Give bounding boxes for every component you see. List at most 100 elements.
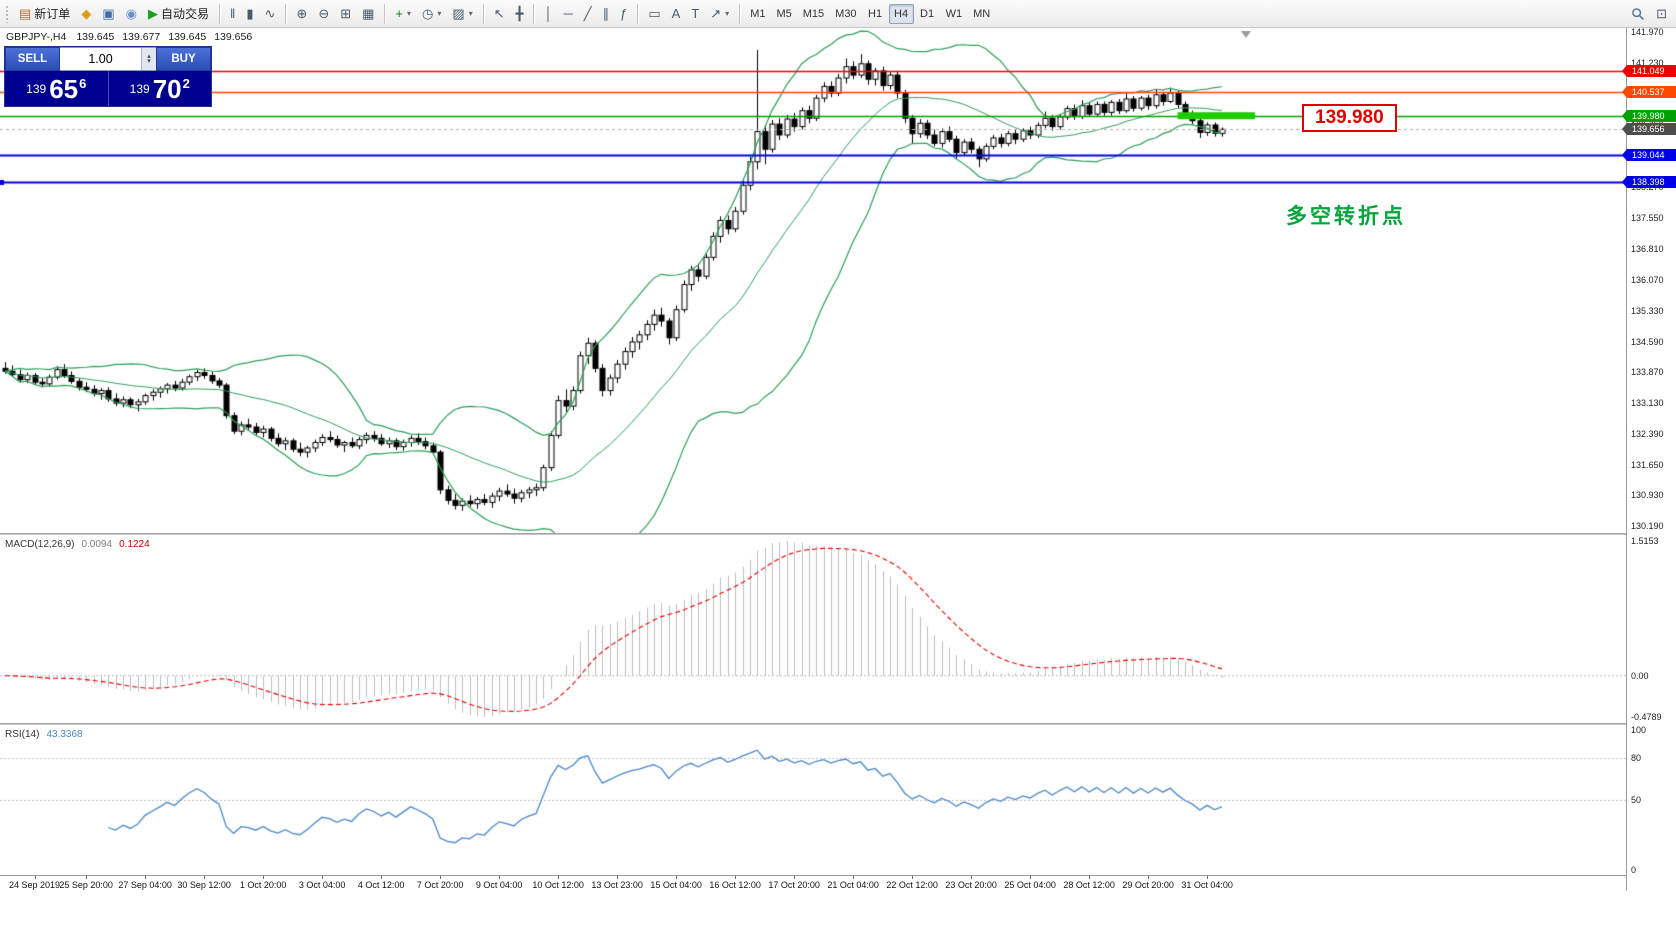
- price-axis-label: 136.070: [1631, 274, 1664, 285]
- new-order-button[interactable]: ▤ 新订单: [14, 3, 75, 25]
- time-axis-tick: [499, 876, 501, 879]
- zoom-out-icon[interactable]: ⊖: [313, 3, 334, 25]
- price-tag-141.049: 141.049: [1622, 64, 1676, 77]
- macd-canvas[interactable]: [0, 535, 1626, 723]
- price-tag-140.537: 140.537: [1622, 86, 1676, 99]
- ohlc-high: 139.677: [122, 31, 161, 43]
- buy-price-sup: 2: [182, 75, 190, 91]
- periods-button[interactable]: ◷ ▾: [417, 3, 446, 25]
- timeframe-m15[interactable]: M15: [798, 4, 829, 24]
- lot-size-value[interactable]: 1.00: [88, 52, 113, 66]
- indicators-button[interactable]: + ▾: [390, 3, 416, 25]
- vertical-line-icon[interactable]: │: [539, 3, 557, 25]
- time-axis-label: 13 Oct 23:00: [591, 880, 643, 890]
- time-axis-tick: [322, 876, 324, 879]
- timeframe-m30[interactable]: M30: [830, 4, 861, 24]
- price-axis-label: 131.650: [1631, 459, 1664, 470]
- toolbar-separator: [482, 3, 484, 24]
- time-axis-label: 22 Oct 12:00: [886, 880, 938, 890]
- tile-windows-icon[interactable]: ⊞: [335, 3, 356, 25]
- arrows-icon[interactable]: ↗ ▾: [705, 3, 734, 25]
- lot-size-field[interactable]: 1.00 ▴ ▾: [60, 47, 156, 71]
- trendline-icon[interactable]: ╱: [579, 3, 597, 25]
- ohlc-close: 139.656: [214, 31, 253, 43]
- buy-price-big: 70: [152, 73, 182, 104]
- channel-icon[interactable]: ∥: [598, 3, 615, 25]
- timeframe-m1[interactable]: M1: [745, 4, 770, 24]
- price-axis-label: 141.970: [1631, 27, 1664, 38]
- time-axis-tick: [145, 876, 147, 879]
- navigator-icon[interactable]: ◉: [121, 3, 142, 25]
- time-axis-tick: [381, 876, 383, 879]
- rsi-label: RSI(14): [5, 729, 40, 740]
- sell-price[interactable]: 139 65 6: [5, 71, 108, 106]
- time-axis-tick: [853, 876, 855, 879]
- time-axis-tick: [1089, 876, 1091, 879]
- time-axis-label: 29 Oct 20:00: [1122, 880, 1174, 890]
- search-icon[interactable]: [1626, 3, 1650, 25]
- rsi-canvas[interactable]: [0, 725, 1626, 875]
- data-window-icon[interactable]: ▣: [97, 3, 119, 25]
- text-icon[interactable]: A: [667, 3, 686, 25]
- sell-button[interactable]: SELL: [5, 47, 60, 71]
- rsi-axis-label: 50: [1631, 795, 1642, 805]
- lot-decrease-icon[interactable]: ▾: [147, 58, 151, 65]
- price-axis[interactable]: 1.5153 0.00 -0.4789 141.970141.230140.49…: [1622, 27, 1676, 891]
- candlestick-chart-icon[interactable]: ▮: [241, 3, 258, 25]
- buy-button[interactable]: BUY: [156, 47, 211, 71]
- rsi-axis-label: 0: [1631, 865, 1637, 875]
- lot-increase-icon[interactable]: ▴: [147, 53, 151, 60]
- rsi-panel-separator[interactable]: [0, 723, 1676, 725]
- cursor-icon[interactable]: ↖: [489, 3, 510, 25]
- time-axis-tick: [440, 876, 442, 879]
- time-axis-label: 21 Oct 04:00: [827, 880, 879, 890]
- rsi-header: RSI(14) 43.3368: [5, 729, 83, 740]
- new-window-icon[interactable]: ⊡: [1651, 3, 1672, 25]
- time-axis-tick: [1207, 876, 1209, 879]
- price-tag-138.398: 138.398: [1622, 176, 1676, 188]
- shapes-icon[interactable]: ▭: [643, 3, 665, 25]
- timeframe-h4[interactable]: H4: [888, 3, 914, 24]
- timeframe-m5[interactable]: M5: [771, 4, 796, 24]
- market-watch-icon[interactable]: ◆: [76, 3, 96, 25]
- time-axis-tick: [676, 876, 678, 879]
- price-axis-label: 133.870: [1631, 366, 1664, 377]
- price-tag-139.656: 139.656: [1622, 123, 1676, 136]
- macd-main-value: 0.0094: [81, 539, 113, 550]
- price-axis-label: 135.330: [1631, 305, 1664, 316]
- time-axis-label: 27 Sep 04:00: [118, 880, 172, 890]
- time-axis[interactable]: 24 Sep 2019 25 Sep 20:00 27 Sep 04:00 30 Se…: [0, 875, 1676, 891]
- ohlc-open: 139.645: [76, 31, 115, 43]
- autotrade-button[interactable]: ▶ 自动交易: [143, 3, 214, 25]
- toolbar-separator: [739, 3, 741, 24]
- templates-button[interactable]: ▨ ▾: [447, 3, 477, 25]
- time-axis-tick: [1030, 876, 1032, 879]
- buy-price[interactable]: 139 70 2: [109, 71, 212, 106]
- bar-chart-icon[interactable]: ‖: [225, 3, 240, 25]
- price-axis-label: 133.130: [1631, 397, 1664, 408]
- time-axis-label: 1 Oct 20:00: [239, 880, 287, 890]
- zoom-in-icon[interactable]: ⊕: [291, 3, 312, 25]
- time-axis-tick: [86, 876, 88, 879]
- ohlc-low: 139.645: [168, 31, 207, 43]
- price-axis-label: 141.230: [1631, 58, 1664, 69]
- lot-stepper[interactable]: ▴ ▾: [141, 48, 156, 70]
- cascade-windows-icon[interactable]: ▦: [357, 3, 379, 25]
- line-chart-icon[interactable]: ∿: [260, 3, 281, 25]
- time-axis-label: 10 Oct 12:00: [532, 880, 584, 890]
- macd-header: MACD(12,26,9) 0.0094 0.1224: [5, 539, 150, 550]
- buy-price-prefix: 139: [129, 81, 150, 96]
- macd-panel-separator[interactable]: [0, 533, 1676, 535]
- horizontal-line-icon[interactable]: ─: [559, 3, 578, 25]
- timeframe-mn[interactable]: MN: [968, 4, 995, 24]
- price-annotation: 139.980: [1302, 104, 1397, 132]
- timeframe-d1[interactable]: D1: [915, 4, 940, 24]
- crosshair-icon[interactable]: ╋: [511, 3, 529, 25]
- fibonacci-icon[interactable]: ƒ: [615, 3, 632, 25]
- time-axis-tick: [1148, 876, 1150, 879]
- sell-price-prefix: 139: [26, 81, 47, 96]
- timeframe-h1[interactable]: H1: [863, 4, 888, 24]
- text-label-icon[interactable]: T: [686, 3, 704, 25]
- timeframe-w1[interactable]: W1: [941, 4, 968, 24]
